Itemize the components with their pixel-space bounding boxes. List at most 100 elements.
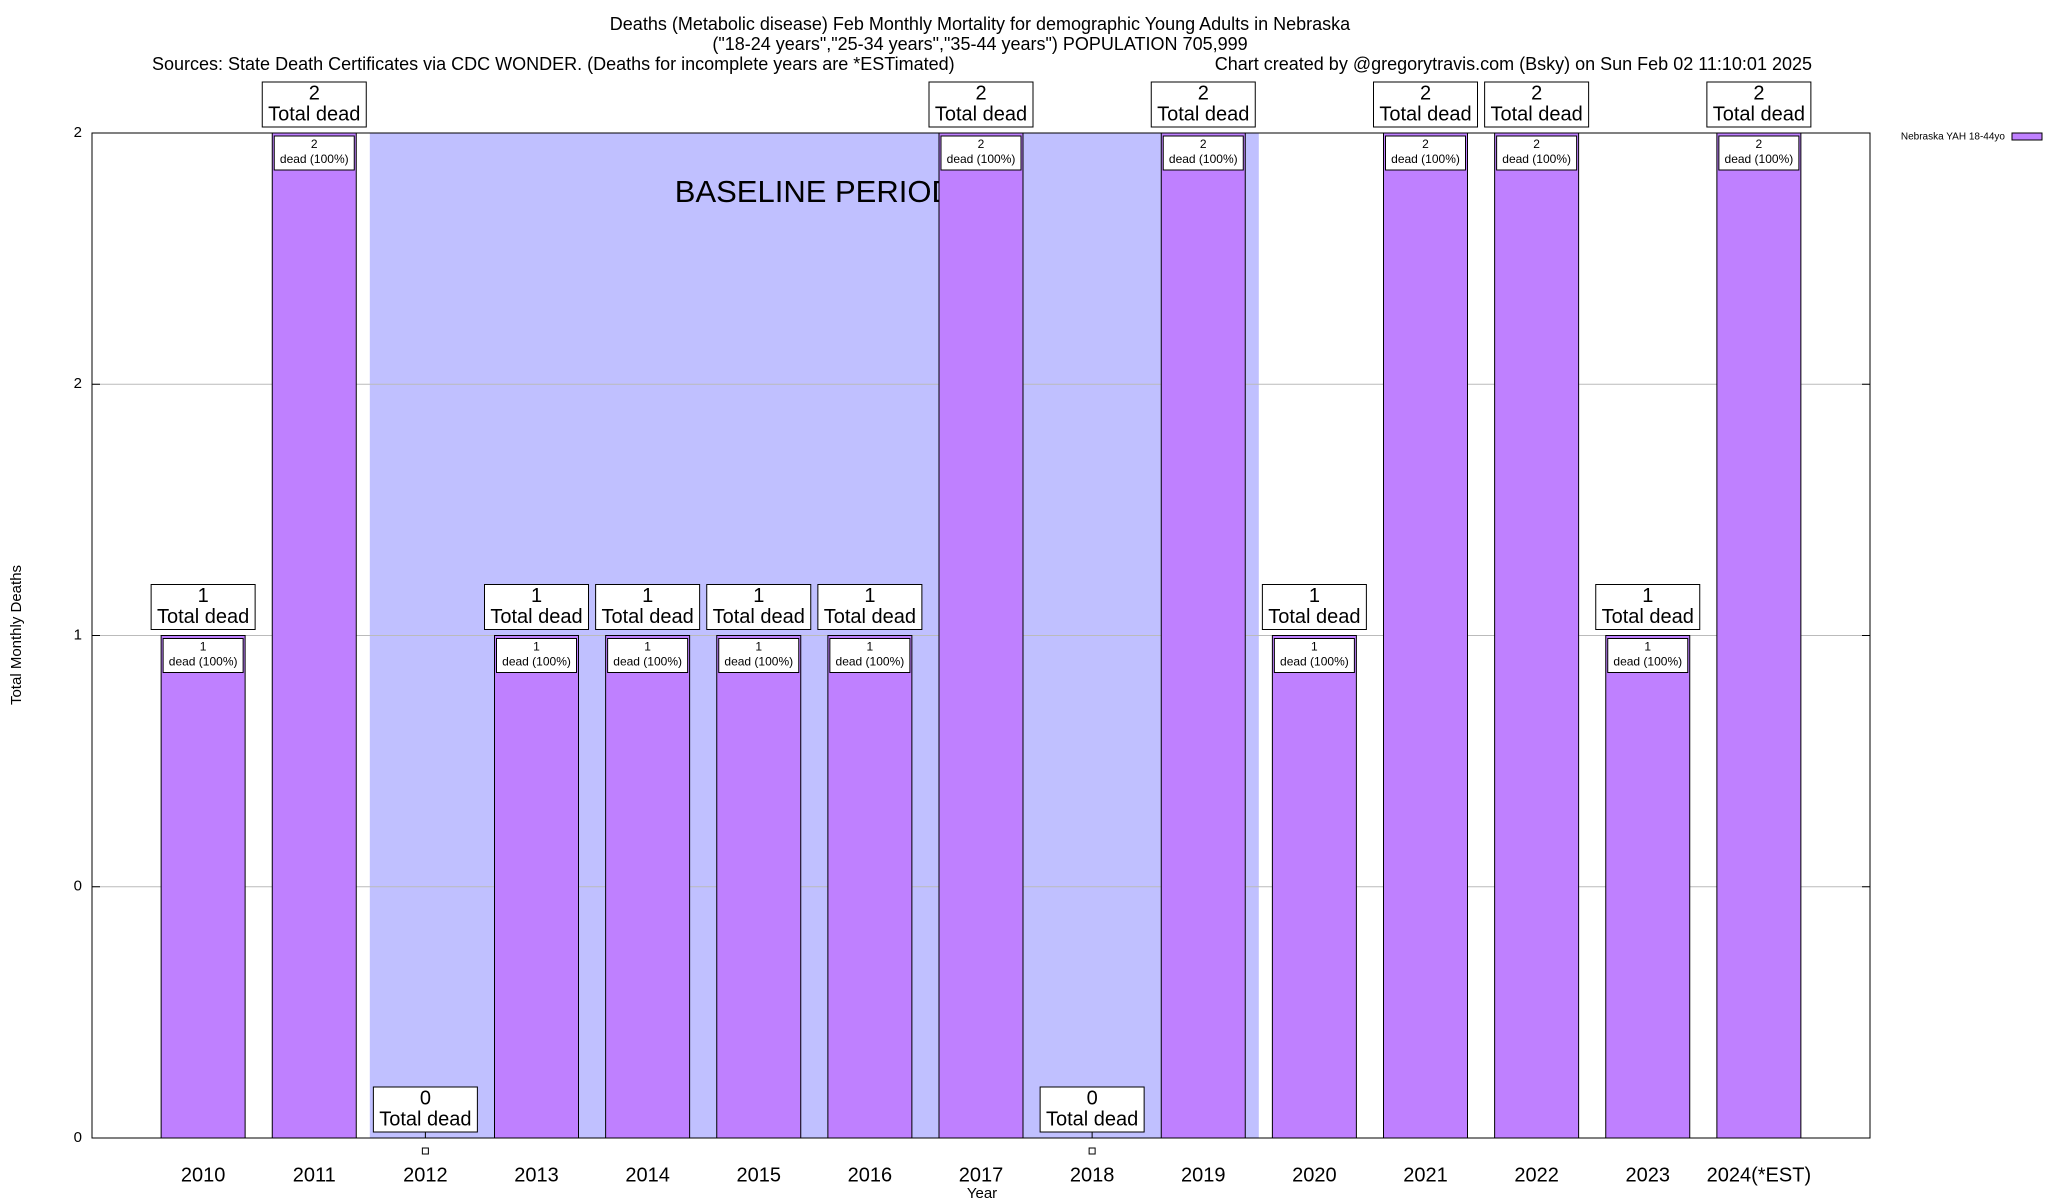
inner-label-box [607, 638, 689, 673]
x-tick-label: 2012 [403, 1164, 448, 1186]
x-tick-label: 2016 [848, 1164, 893, 1186]
total-label-value: 1 [1642, 585, 1653, 607]
total-label-box [150, 584, 256, 630]
total-label-box [1706, 81, 1812, 128]
total-label-text: Total dead [1268, 606, 1360, 628]
inner-label-box [496, 638, 577, 673]
total-label-value: 2 [1531, 82, 1542, 104]
total-label-text: Total dead [1602, 606, 1694, 628]
bar [1605, 635, 1691, 1139]
total-label-value: 0 [1087, 1087, 1098, 1109]
credit: Chart created by @gregorytravis.com (Bsk… [1215, 54, 1812, 74]
total-label-box [1039, 1086, 1145, 1133]
x-tick-label: 2022 [1514, 1164, 1559, 1186]
inner-label-text: dead (100%) [836, 655, 905, 669]
x-tick-label: 2020 [1292, 1164, 1337, 1186]
total-label-text: Total dead [713, 606, 805, 628]
x-tick-label: 2013 [514, 1164, 559, 1186]
total-label-text: Total dead [1379, 103, 1471, 125]
total-label-text: Total dead [268, 103, 360, 125]
total-label-value: 2 [975, 82, 986, 104]
total-label-text: Total dead [1046, 1108, 1138, 1130]
total-label-box [1150, 81, 1256, 128]
total-label-box [1373, 81, 1478, 128]
total-label-box [595, 584, 701, 630]
inner-label-value: 1 [644, 640, 651, 654]
inner-label-box [718, 638, 800, 673]
inner-label-value: 1 [1644, 640, 1651, 654]
inner-label-value: 2 [978, 137, 985, 151]
inner-label-box [940, 135, 1022, 171]
bar [1494, 132, 1580, 1139]
inner-label-box [1718, 135, 1800, 171]
inner-label-text: dead (100%) [724, 655, 793, 669]
bar [1160, 132, 1246, 1139]
total-label-box [1484, 81, 1590, 128]
total-label-box [261, 81, 367, 128]
total-label-box [928, 81, 1034, 128]
y-tick-label: 2 [74, 375, 82, 392]
total-label-box [484, 584, 589, 630]
inner-label-text: dead (100%) [1502, 152, 1571, 166]
total-label-box [372, 1086, 478, 1133]
total-label-value: 1 [753, 585, 764, 607]
inner-label-value: 1 [533, 640, 540, 654]
bar [271, 132, 357, 1139]
inner-label-value: 2 [1533, 137, 1540, 151]
bar [1716, 132, 1802, 1139]
total-label-value: 2 [309, 82, 320, 104]
total-label-value: 1 [864, 585, 875, 607]
y-tick-label: 2 [74, 124, 82, 141]
total-label-text: Total dead [490, 606, 582, 628]
y-tick-label: 0 [74, 1129, 82, 1146]
bar [1271, 635, 1357, 1139]
inner-label-value: 2 [311, 137, 318, 151]
total-label-text: Total dead [1490, 103, 1582, 125]
total-label-value: 2 [1198, 82, 1209, 104]
total-label-text: Total dead [1157, 103, 1249, 125]
x-tick-label: 2014 [625, 1164, 670, 1186]
x-axis-label: Year [967, 1185, 997, 1200]
inner-label-text: dead (100%) [1613, 655, 1682, 669]
total-label-value: 0 [420, 1087, 431, 1109]
y-axis-label: Total Monthly Deaths [8, 565, 25, 705]
inner-label-box [1273, 638, 1355, 673]
inner-label-text: dead (100%) [613, 655, 682, 669]
total-label-text: Total dead [601, 606, 693, 628]
zero-marker [421, 1147, 429, 1155]
bar [494, 635, 579, 1139]
legend-swatch [2011, 132, 2043, 141]
x-tick-label: 2010 [181, 1164, 226, 1186]
inner-label-box [1385, 135, 1466, 171]
inner-label-value: 2 [1422, 137, 1429, 151]
bar [160, 635, 246, 1139]
legend-label: Nebraska YAH 18-44yo [1901, 132, 2006, 143]
inner-label-text: dead (100%) [1725, 152, 1794, 166]
x-tick-label: 2015 [737, 1164, 782, 1186]
inner-label-text: dead (100%) [169, 655, 238, 669]
inner-label-text: dead (100%) [1391, 152, 1460, 166]
total-label-text: Total dead [157, 606, 249, 628]
inner-label-box [829, 638, 911, 673]
chart-subtitle: ("18-24 years","25-34 years","35-44 year… [712, 34, 1247, 54]
total-label-box [817, 584, 923, 630]
total-label-text: Total dead [824, 606, 916, 628]
inner-label-text: dead (100%) [1169, 152, 1238, 166]
total-label-text: Total dead [379, 1108, 471, 1130]
inner-label-box [1162, 135, 1244, 171]
y-tick-label: 1 [74, 626, 82, 643]
inner-label-box [273, 135, 355, 171]
inner-label-text: dead (100%) [280, 152, 349, 166]
sources: Sources: State Death Certificates via CD… [152, 54, 955, 74]
inner-label-box [162, 638, 244, 673]
total-label-value: 1 [642, 585, 653, 607]
inner-label-text: dead (100%) [502, 655, 571, 669]
total-label-text: Total dead [1713, 103, 1805, 125]
total-label-value: 1 [198, 585, 209, 607]
baseline-label: BASELINE PERIOD [675, 174, 954, 209]
bar [827, 635, 913, 1139]
inner-label-text: dead (100%) [947, 152, 1016, 166]
inner-label-box [1496, 135, 1578, 171]
total-label-value: 1 [1309, 585, 1320, 607]
x-tick-label: 2017 [959, 1164, 1004, 1186]
